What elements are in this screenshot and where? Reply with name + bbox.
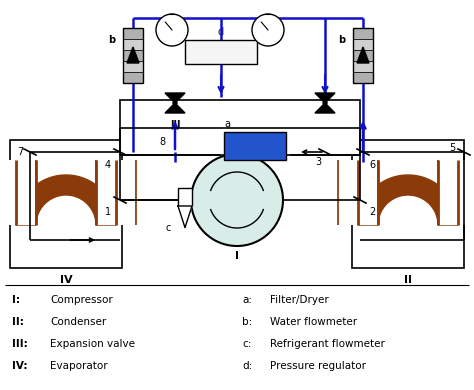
Text: IV: IV [60, 275, 73, 285]
Text: 5: 5 [449, 143, 455, 153]
Text: Compressor: Compressor [50, 295, 113, 305]
Text: Evaporator: Evaporator [50, 361, 108, 371]
Bar [353, 50, 373, 60]
Bar [120, 100, 360, 155]
Circle shape [173, 101, 177, 105]
Bar [123, 28, 143, 83]
Text: a: a [224, 119, 230, 129]
Polygon shape [165, 103, 185, 113]
Text: 4: 4 [105, 160, 111, 170]
Bar [123, 39, 143, 50]
Polygon shape [127, 47, 139, 63]
Bar [224, 132, 286, 160]
Text: b: b [109, 35, 116, 45]
Text: b: b [338, 35, 346, 45]
Text: b:: b: [242, 317, 252, 327]
Text: III:: III: [12, 339, 28, 349]
Text: d:: d: [242, 361, 252, 371]
Text: III: III [170, 120, 180, 130]
Bar [353, 28, 373, 39]
Text: 2: 2 [369, 207, 375, 217]
Text: I: I [235, 251, 239, 261]
Bar [353, 60, 373, 71]
Polygon shape [357, 47, 369, 63]
Text: Water flowmeter: Water flowmeter [270, 317, 357, 327]
Text: 6: 6 [369, 160, 375, 170]
Text: II: II [404, 275, 412, 285]
Circle shape [323, 101, 327, 105]
Text: d: d [218, 27, 224, 37]
Text: c:: c: [242, 339, 251, 349]
Text: II:: II: [12, 317, 24, 327]
Bar [123, 71, 143, 83]
Text: I:: I: [12, 295, 20, 305]
Bar [123, 50, 143, 60]
Bar [10, 140, 122, 268]
Polygon shape [16, 175, 116, 225]
Bar [185, 40, 257, 64]
Bar [352, 140, 464, 268]
Bar [123, 60, 143, 71]
Text: 8: 8 [159, 137, 165, 147]
Bar [353, 71, 373, 83]
Bar [353, 28, 373, 83]
Text: LP/HP: LP/HP [207, 48, 235, 57]
Text: 1: 1 [105, 207, 111, 217]
Polygon shape [315, 103, 335, 113]
Text: c: c [165, 223, 171, 233]
Bar [123, 28, 143, 39]
Text: Condenser: Condenser [50, 317, 106, 327]
Bar [353, 39, 373, 50]
Text: Pressure regulator: Pressure regulator [270, 361, 366, 371]
Polygon shape [178, 206, 192, 228]
Bar [178, 188, 192, 206]
Polygon shape [315, 93, 335, 103]
Text: Filter/Dryer: Filter/Dryer [270, 295, 329, 305]
Polygon shape [358, 175, 458, 225]
Circle shape [156, 14, 188, 46]
Circle shape [252, 14, 284, 46]
Text: Refrigerant flowmeter: Refrigerant flowmeter [270, 339, 385, 349]
Text: 3: 3 [315, 157, 321, 167]
Text: 7: 7 [17, 147, 23, 157]
Polygon shape [165, 93, 185, 103]
Text: IV:: IV: [12, 361, 27, 371]
Circle shape [191, 154, 283, 246]
Text: Expansion valve: Expansion valve [50, 339, 135, 349]
Text: a:: a: [242, 295, 252, 305]
